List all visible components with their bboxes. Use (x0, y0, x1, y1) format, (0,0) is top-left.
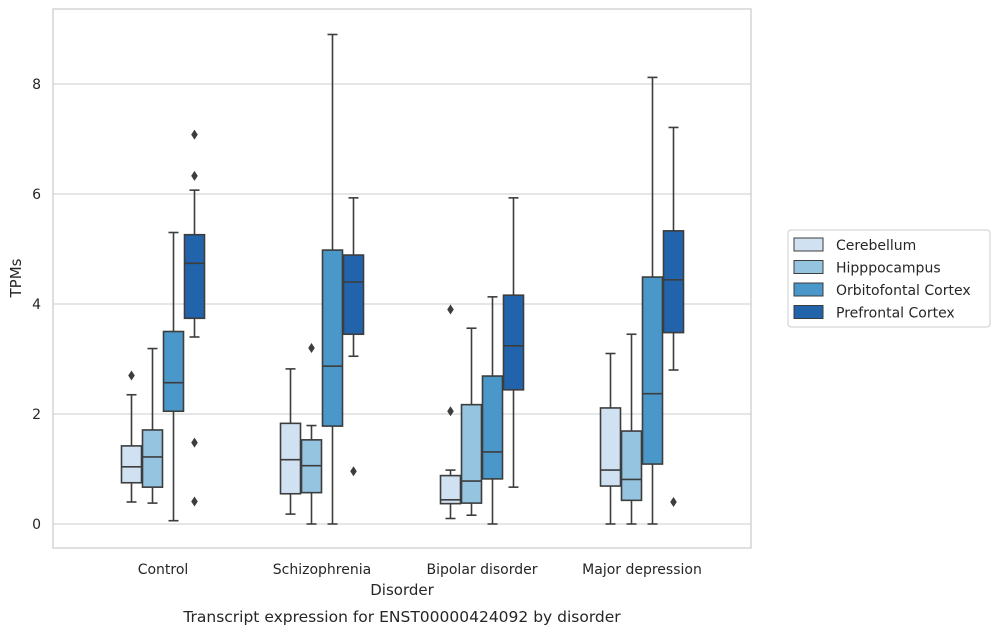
box-body (162, 330, 185, 413)
boxes-layer (120, 33, 685, 525)
y-tick-label: 8 (32, 77, 41, 93)
legend-label: Prefrontal Cortex (836, 306, 955, 322)
box-0-3 (183, 129, 206, 507)
x-tick-label: Major depression (582, 562, 702, 578)
box-0-0 (120, 370, 143, 503)
box-1-3 (342, 197, 365, 477)
box-body (120, 445, 143, 484)
y-tick-label: 4 (32, 297, 41, 313)
box-body (481, 375, 504, 480)
box-body (502, 294, 525, 391)
box-body (183, 233, 206, 320)
box-3-3 (662, 126, 685, 507)
outlier-point (447, 304, 454, 315)
box-2-3 (502, 197, 525, 488)
box-body (342, 254, 365, 336)
box-0-1 (141, 347, 164, 504)
box-body (279, 422, 302, 495)
legend-frame (787, 229, 991, 328)
box-body (141, 429, 164, 488)
outlier-point (191, 170, 198, 181)
y-tick-labels: 0 2 4 6 8 (32, 77, 41, 533)
box-3-2 (641, 76, 664, 525)
legend: Cerebellum Hipppocampus Orbitofontal Corte… (787, 229, 991, 328)
outlier-point (308, 343, 315, 353)
box-body (460, 403, 483, 504)
outlier-point (128, 370, 135, 381)
y-tick-label: 2 (32, 407, 41, 423)
outlier-point (670, 497, 677, 507)
legend-swatch (793, 260, 824, 274)
outlier-point (191, 129, 198, 140)
x-axis-label: Disorder (370, 581, 434, 599)
legend-label: Orbitofontal Cortex (836, 283, 971, 299)
outlier-point (191, 496, 198, 507)
box-1-1 (300, 343, 323, 525)
x-tick-labels: Control Schizophrenia Bipolar disorder Majo… (138, 562, 702, 578)
y-tick-label: 6 (32, 187, 41, 203)
legend-label: Hipppocampus (836, 261, 941, 277)
chart-caption: Transcript expression for ENST0000042409… (182, 608, 621, 626)
legend-swatch (793, 282, 824, 297)
outlier-point (350, 466, 357, 477)
box-3-1 (620, 333, 643, 525)
y-tick-label: 0 (32, 517, 41, 533)
box-2-0 (439, 304, 462, 520)
box-1-0 (279, 368, 302, 515)
legend-swatch (793, 237, 824, 252)
y-axis-label: TPMs (7, 258, 25, 298)
x-tick-label: Control (138, 562, 189, 578)
box-body (662, 230, 685, 334)
x-tick-label: Bipolar disorder (426, 562, 537, 578)
box-2-1 (460, 327, 483, 517)
legend-swatch (793, 305, 824, 319)
legend-label: Cerebellum (836, 238, 916, 254)
box-body (641, 276, 664, 465)
box-body (439, 474, 462, 505)
box-body (599, 407, 622, 487)
box-0-2 (162, 231, 185, 522)
outlier-point (191, 437, 198, 448)
box-2-2 (481, 296, 504, 525)
x-tick-label: Schizophrenia (273, 562, 371, 578)
box-3-0 (599, 352, 622, 525)
outlier-point (447, 406, 454, 417)
box-1-2 (321, 33, 344, 525)
box-body (620, 430, 643, 502)
box-body (321, 249, 344, 427)
